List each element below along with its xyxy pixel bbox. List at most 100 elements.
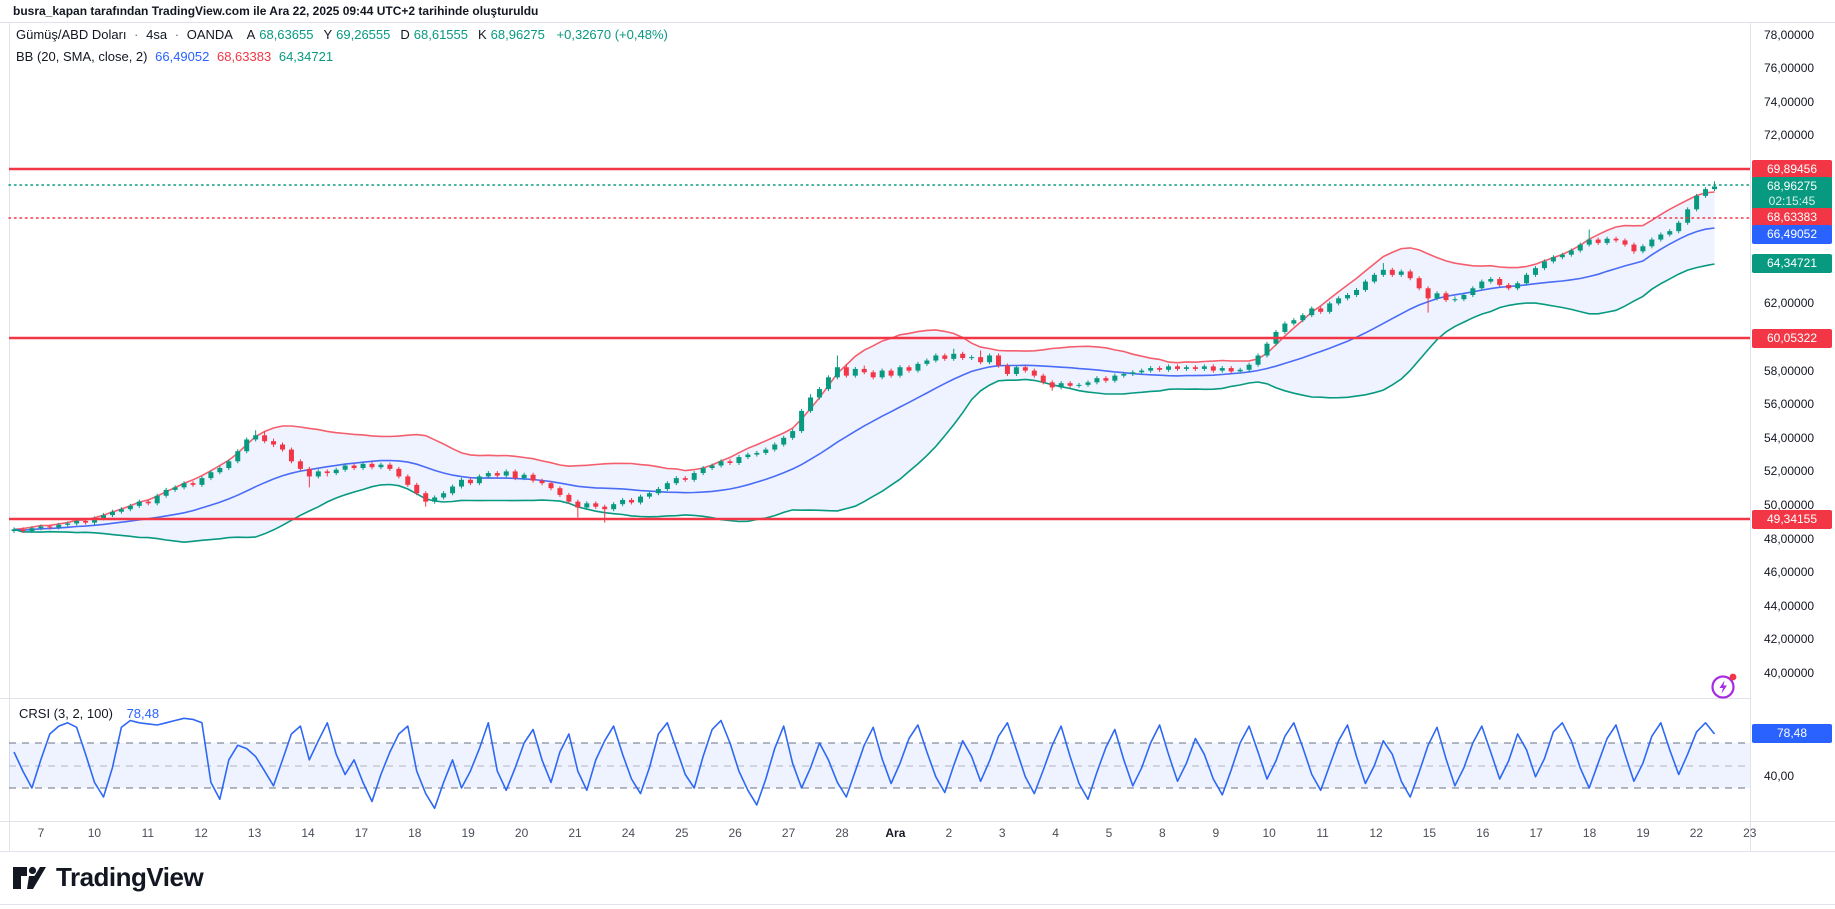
price-tick: 56,00000 [1764, 397, 1815, 412]
candle-body [1667, 231, 1673, 235]
time-label: 24 [621, 826, 636, 840]
candle-body [843, 367, 849, 376]
candle-body [217, 468, 223, 473]
interval[interactable]: 4sa [146, 27, 168, 42]
candle-body [450, 486, 456, 494]
tradingview-logo[interactable]: TradingView [12, 860, 204, 894]
price-axis[interactable]: 78,00000 76,00000 74,00000 72,00000 62,00000… [1752, 22, 1835, 851]
time-label: 19 [1636, 826, 1650, 840]
candle-body [1470, 288, 1476, 295]
candle-body [638, 496, 643, 503]
candle-body [101, 515, 106, 519]
candle-body [423, 493, 429, 502]
time-axis-border [0, 821, 1835, 822]
bb-legend[interactable]: BB (20, SMA, close, 2) 66,49052 68,63383… [16, 49, 337, 64]
candle-body [65, 523, 71, 525]
time-label: 21 [568, 826, 582, 840]
crsi-line [13, 717, 1716, 810]
candle-body [1013, 367, 1019, 374]
exchange: OANDA [186, 27, 233, 42]
candle-body [1031, 370, 1037, 376]
candle-body [1416, 278, 1422, 289]
page-bottom-border [0, 904, 1835, 905]
time-label: 19 [461, 826, 475, 840]
candle-body [1166, 366, 1172, 370]
candle-body [530, 474, 536, 481]
time-axis[interactable]: 7 10 11 12 13 14 17 18 19 20 21 24 25 26 27 28 Ara 2 3 4 5 8 9… [0, 821, 1835, 851]
time-label: 10 [1262, 826, 1276, 840]
candle-body [190, 483, 196, 485]
candle-body [566, 494, 572, 502]
candle-body [1094, 378, 1100, 383]
candle-body [924, 360, 930, 364]
candle-body [897, 367, 903, 376]
candle-body [1461, 295, 1467, 300]
candle-body [459, 479, 464, 487]
time-label: 18 [408, 826, 422, 840]
candle-body [432, 497, 438, 502]
candle-body [781, 437, 787, 445]
candle-body [1130, 372, 1136, 374]
candle-body [1640, 246, 1646, 252]
candle-body [1524, 274, 1530, 284]
candle-body [315, 471, 321, 477]
price-tick: 54,00000 [1764, 430, 1815, 445]
candle-body [727, 461, 733, 463]
candle-body [1586, 239, 1592, 245]
candle-body [378, 464, 384, 468]
candle-body [1452, 299, 1458, 301]
candle-body [467, 479, 473, 484]
crsi-legend[interactable]: CRSI (3, 2, 100) 78,48 [19, 706, 159, 721]
time-label: 2 [945, 826, 953, 840]
candle-body [969, 357, 975, 359]
candle-body [1264, 343, 1270, 356]
time-label: 12 [194, 826, 208, 840]
candle-body [790, 431, 796, 438]
chart-canvas[interactable] [0, 0, 1835, 851]
time-label: 13 [247, 826, 262, 840]
candle-body [1103, 378, 1109, 381]
bb-basis-value: 66,49052 [155, 49, 210, 64]
price-tick: 72,00000 [1764, 128, 1815, 143]
candle-body [172, 487, 178, 490]
candle-body [1085, 382, 1091, 385]
candle-body [817, 389, 822, 398]
candle-body [485, 473, 491, 477]
price-tick: 78,00000 [1764, 27, 1815, 42]
candle-body [548, 483, 554, 489]
candle-body [1318, 308, 1324, 312]
pane-separator[interactable] [0, 698, 1750, 699]
candle-body [1192, 367, 1198, 369]
candle-body [745, 454, 751, 458]
notification-dot [1729, 673, 1737, 681]
candle-body [1649, 239, 1655, 247]
symbol-title[interactable]: Gümüş/ABD Doları [16, 27, 127, 42]
candle-body [888, 370, 894, 376]
frame-bottom-border [0, 851, 1835, 852]
crsi-label[interactable]: CRSI (3, 2, 100) [19, 706, 113, 721]
candle-body [1049, 382, 1055, 388]
time-label: 12 [1369, 826, 1383, 840]
candle-body [38, 526, 44, 529]
candle-body [1613, 238, 1619, 241]
alert-level-label: 69,89456 [1752, 159, 1832, 179]
candle-body [1595, 239, 1601, 243]
candle-body [1022, 367, 1028, 371]
candle-body [1559, 254, 1565, 258]
bb-label[interactable]: BB (20, SMA, close, 2) [16, 49, 148, 64]
candle-body [92, 518, 98, 523]
candle-body [691, 473, 697, 480]
ohlc-field: A 68,63655 [246, 27, 314, 42]
candle-body [978, 357, 984, 363]
boost-flash-icon[interactable] [1710, 672, 1738, 700]
symbol-legend[interactable]: Gümüş/ABD Doları · 4sa · OANDA A 68,63655… [16, 27, 668, 42]
candle-body [1255, 355, 1261, 365]
time-label: 17 [354, 826, 369, 840]
candle-body [83, 520, 89, 523]
candle-body [1219, 368, 1225, 371]
price-tick: 40,00000 [1764, 666, 1815, 680]
candle-body [244, 439, 250, 452]
candle-body [1488, 279, 1494, 282]
price-tick: 50,00000 [1764, 498, 1815, 512]
candle-body [629, 499, 635, 503]
